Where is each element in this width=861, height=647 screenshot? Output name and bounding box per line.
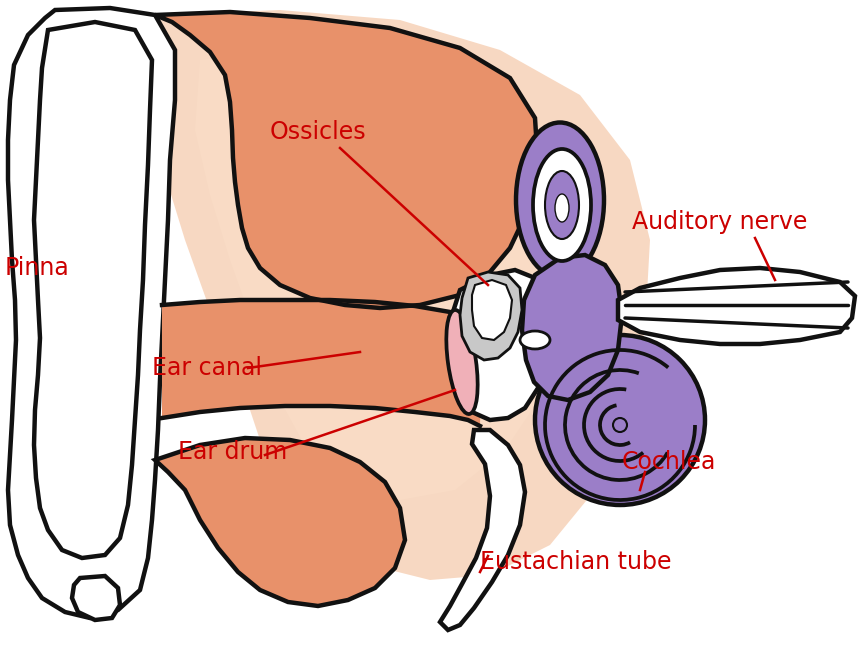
Ellipse shape [446,310,477,414]
Polygon shape [152,10,649,580]
Text: Ossicles: Ossicles [269,120,366,144]
Ellipse shape [544,171,579,239]
Ellipse shape [516,122,604,278]
Circle shape [535,335,704,505]
Text: Ear drum: Ear drum [177,440,287,464]
Polygon shape [72,576,120,620]
Polygon shape [472,280,511,340]
Text: Eustachian tube: Eustachian tube [480,550,671,574]
Polygon shape [8,8,175,618]
Ellipse shape [554,194,568,222]
Polygon shape [155,438,405,606]
Polygon shape [522,255,622,400]
Text: Pinna: Pinna [5,256,70,280]
Polygon shape [162,300,481,426]
Polygon shape [155,12,537,308]
Ellipse shape [519,331,549,349]
Text: Cochlea: Cochlea [622,450,715,474]
Text: Auditory nerve: Auditory nerve [631,210,807,234]
Text: Ear canal: Ear canal [152,356,262,380]
Polygon shape [617,268,854,344]
Ellipse shape [532,149,591,261]
Polygon shape [34,22,152,558]
Polygon shape [460,272,522,360]
Polygon shape [451,270,548,420]
Polygon shape [195,45,574,500]
Polygon shape [439,430,524,630]
Circle shape [612,418,626,432]
